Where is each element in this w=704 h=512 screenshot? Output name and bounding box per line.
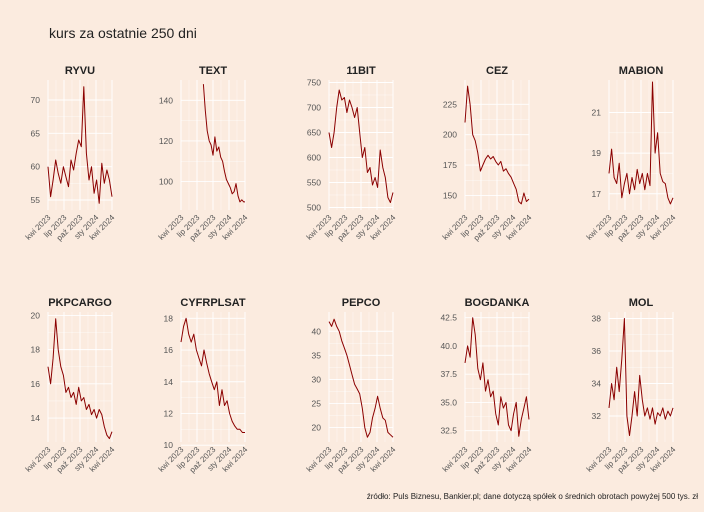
panel-title: BOGDANKA xyxy=(465,297,530,309)
panel-title: CEZ xyxy=(486,65,508,77)
y-tick-label: 19 xyxy=(592,148,602,158)
y-tick-label: 42.5 xyxy=(440,313,457,323)
y-tick-label: 20 xyxy=(312,423,322,433)
y-tick-label: 100 xyxy=(159,177,173,187)
y-tick-label: 200 xyxy=(443,130,457,140)
y-tick-label: 18 xyxy=(164,313,174,323)
panel-title: 11BIT xyxy=(346,65,376,77)
panel-title: PEPCO xyxy=(342,297,381,309)
source-caption: źródło: Puls Biznesu, Bankier.pl; dane d… xyxy=(366,492,698,501)
y-tick-label: 750 xyxy=(307,78,321,88)
y-tick-label: 25 xyxy=(312,398,322,408)
y-tick-label: 16 xyxy=(31,379,41,389)
y-tick-label: 700 xyxy=(307,103,321,113)
y-tick-label: 140 xyxy=(159,95,173,105)
panel-title: CYFRPLSAT xyxy=(180,297,245,309)
y-tick-label: 10 xyxy=(164,440,174,450)
y-tick-label: 35 xyxy=(312,350,322,360)
series-line xyxy=(464,85,530,205)
y-tick-label: 225 xyxy=(443,99,457,109)
series-line xyxy=(464,317,530,437)
y-tick-label: 21 xyxy=(592,108,602,118)
y-tick-label: 17 xyxy=(592,189,602,199)
y-tick-label: 55 xyxy=(31,195,41,205)
y-tick-label: 18 xyxy=(31,345,41,355)
y-tick-label: 120 xyxy=(159,136,173,146)
y-tick-label: 16 xyxy=(164,345,174,355)
y-tick-label: 32 xyxy=(592,411,602,421)
series-line xyxy=(47,318,113,440)
y-tick-label: 34 xyxy=(592,379,602,389)
y-tick-label: 30 xyxy=(312,374,322,384)
y-tick-label: 500 xyxy=(307,203,321,213)
panel-title: RYVU xyxy=(65,65,95,77)
y-tick-label: 32.5 xyxy=(440,426,457,436)
page-title: kurs za ostatnie 250 dni xyxy=(49,25,197,41)
series-line xyxy=(47,86,113,204)
y-tick-label: 38 xyxy=(592,314,602,324)
y-tick-label: 650 xyxy=(307,128,321,138)
y-tick-label: 14 xyxy=(31,413,41,423)
series-line xyxy=(328,318,394,438)
y-tick-label: 175 xyxy=(443,160,457,170)
panel-title: MABION xyxy=(619,65,664,77)
y-tick-label: 35.0 xyxy=(440,397,457,407)
y-tick-label: 14 xyxy=(164,377,174,387)
y-tick-label: 12 xyxy=(164,408,174,418)
y-tick-label: 600 xyxy=(307,153,321,163)
y-tick-label: 150 xyxy=(443,190,457,200)
y-tick-label: 36 xyxy=(592,346,602,356)
y-tick-label: 37.5 xyxy=(440,369,457,379)
y-tick-label: 40.0 xyxy=(440,341,457,351)
y-tick-label: 40 xyxy=(312,326,322,336)
y-tick-label: 70 xyxy=(31,95,41,105)
series-line xyxy=(608,318,674,436)
y-tick-label: 60 xyxy=(31,162,41,172)
panel-title: MOL xyxy=(629,297,654,309)
y-tick-label: 20 xyxy=(31,310,41,320)
y-tick-label: 65 xyxy=(31,128,41,138)
series-line xyxy=(608,81,674,205)
series-line xyxy=(328,89,394,203)
panel-title: TEXT xyxy=(199,65,227,77)
series-line xyxy=(202,84,245,203)
series-line xyxy=(180,317,245,433)
panel-title: PKPCARGO xyxy=(48,297,112,309)
y-tick-label: 550 xyxy=(307,178,321,188)
